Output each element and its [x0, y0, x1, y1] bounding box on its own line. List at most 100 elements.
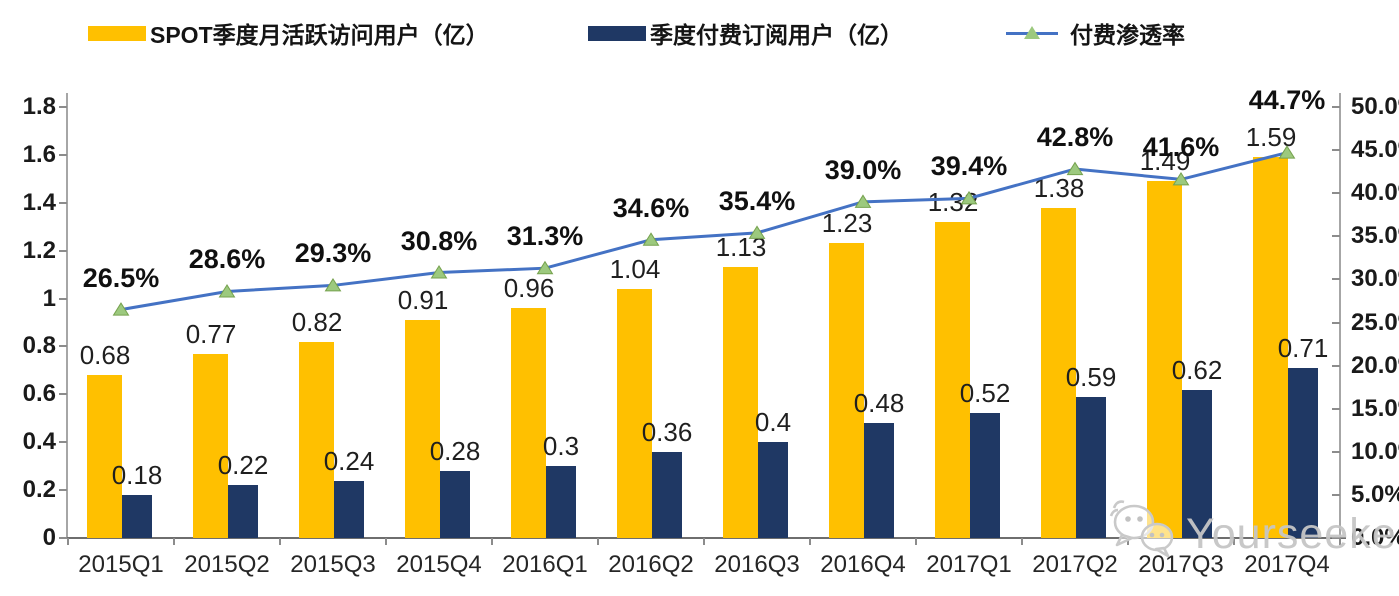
- penetration-value-label: 35.4%: [718, 185, 796, 216]
- bar-subscribers-value-label: 0.48: [853, 388, 905, 419]
- x-axis-tick: [67, 538, 69, 545]
- penetration-value-label: 28.6%: [188, 244, 266, 275]
- bar-mau-value-label: 0.77: [185, 318, 237, 349]
- y-axis-right-label: 35.0%: [1351, 222, 1399, 250]
- bar-subscribers-value-label: 0.52: [959, 378, 1011, 409]
- y-axis-right-tick: [1332, 106, 1340, 108]
- legend-item-subscribers: 季度付费订阅用户（亿）: [588, 16, 903, 50]
- x-axis-tick: [597, 538, 599, 545]
- triangle-marker-icon: [218, 284, 236, 298]
- y-axis-left-tick: [59, 153, 67, 156]
- y-axis-left-label: 1.8: [22, 93, 56, 120]
- y-axis-right-tick: [1332, 450, 1340, 453]
- bar-subscribers-value-label: 0.18: [111, 459, 163, 490]
- triangle-marker-icon: [536, 260, 554, 275]
- legend-label-penetration: 付费渗透率: [1070, 22, 1185, 48]
- bar-mau: [1147, 181, 1182, 538]
- y-axis-right-tick: [1332, 407, 1340, 410]
- y-axis-left-label: 0.8: [22, 332, 56, 360]
- bar-subscribers-value-label: 0.36: [641, 416, 693, 447]
- y-axis-right-label: 15.0%: [1351, 394, 1399, 422]
- y-axis-right-tick: [1332, 537, 1340, 539]
- bar-subscribers-value-label: 0.22: [217, 450, 269, 481]
- penetration-value-label: 41.6%: [1142, 132, 1220, 163]
- bar-mau: [617, 288, 652, 538]
- y-axis-right-tick: [1332, 235, 1340, 238]
- bar-subscribers-value-label: 0.71: [1277, 332, 1329, 363]
- y-axis-right-label: 0.0%: [1351, 524, 1399, 551]
- bar-mau: [87, 375, 122, 538]
- y-axis-left-label: 0.6: [22, 380, 56, 408]
- triangle-marker-icon: [748, 225, 766, 239]
- bar-subscribers-value-label: 0.24: [323, 445, 375, 476]
- bar-mau-value-label: 0.68: [79, 340, 131, 371]
- x-axis-tick: [385, 538, 387, 545]
- bar-mau-value-label: 1.49: [1139, 146, 1191, 177]
- triangle-marker-icon: [960, 190, 978, 205]
- penetration-value-label: 29.3%: [294, 238, 372, 269]
- y-axis-right-line: [1339, 93, 1341, 538]
- bar-mau: [723, 267, 758, 538]
- x-axis-tick: [279, 538, 281, 545]
- x-axis-tick: [1233, 538, 1235, 545]
- triangle-marker-icon: [642, 232, 660, 246]
- legend-triangle-marker-icon: [1024, 26, 1040, 39]
- legend-item-mau: SPOT季度月活跃访问用户（亿）: [88, 16, 489, 50]
- y-axis-right-tick: [1332, 149, 1340, 152]
- y-axis-right-tick: [1332, 192, 1340, 195]
- y-axis-right-tick: [1332, 321, 1340, 324]
- y-axis-left-tick: [59, 345, 67, 348]
- penetration-value-label: 30.8%: [400, 225, 478, 256]
- triangle-marker-icon: [430, 265, 448, 279]
- legend-swatch-penetration: [1006, 24, 1058, 42]
- penetration-value-label: 34.6%: [612, 192, 690, 223]
- x-axis-tick: [703, 538, 705, 545]
- legend-label-subscribers: 季度付费订阅用户（亿）: [650, 22, 903, 48]
- y-axis-right-tick: [1332, 493, 1340, 496]
- y-axis-left-tick: [59, 249, 67, 252]
- bar-mau: [511, 308, 546, 538]
- y-axis-right-tick: [1332, 278, 1340, 281]
- bar-subscribers: [1182, 389, 1212, 538]
- y-axis-left-line: [66, 93, 68, 538]
- bar-subscribers-value-label: 0.4: [754, 407, 792, 438]
- penetration-value-label: 39.4%: [930, 151, 1008, 182]
- bar-mau: [1253, 157, 1288, 538]
- y-axis-left-tick: [59, 201, 67, 204]
- y-axis-right-label: 45.0%: [1351, 136, 1399, 164]
- penetration-value-label: 39.0%: [824, 154, 902, 185]
- y-axis-right-label: 25.0%: [1351, 308, 1399, 336]
- bar-subscribers-value-label: 0.28: [429, 435, 481, 466]
- x-axis-tick: [915, 538, 917, 545]
- x-axis-category-label: 2015Q2: [184, 551, 270, 578]
- triangle-marker-icon: [854, 194, 872, 208]
- bar-mau-value-label: 0.96: [503, 273, 555, 304]
- bar-subscribers: [1288, 367, 1318, 538]
- bar-mau: [299, 341, 334, 538]
- y-axis-left-label: 0: [42, 524, 56, 551]
- bar-mau-value-label: 0.82: [291, 306, 343, 337]
- y-axis-right-label: 10.0%: [1351, 437, 1399, 465]
- y-axis-left-label: 1: [42, 284, 56, 312]
- legend-item-penetration: 付费渗透率: [1006, 16, 1185, 50]
- bar-mau: [1041, 207, 1076, 538]
- y-axis-left-label: 1.4: [22, 188, 56, 216]
- x-axis-category-label: 2017Q2: [1032, 551, 1118, 578]
- y-axis-right-label: 30.0%: [1351, 265, 1399, 293]
- bar-subscribers-value-label: 0.59: [1065, 361, 1117, 392]
- bar-mau-value-label: 0.91: [397, 285, 449, 316]
- triangle-marker-icon: [324, 277, 342, 292]
- y-axis-left-label: 1.2: [22, 236, 56, 264]
- y-axis-left-label: 1.6: [22, 140, 56, 168]
- bar-subscribers: [334, 480, 364, 538]
- y-axis-left-label: 0.2: [22, 476, 56, 504]
- y-axis-right-label: 40.0%: [1351, 179, 1399, 207]
- legend-swatch-subscribers: [588, 25, 646, 41]
- bar-subscribers-value-label: 0.3: [542, 431, 580, 462]
- bar-subscribers: [122, 494, 152, 538]
- penetration-value-label: 31.3%: [506, 221, 584, 252]
- y-axis-left-tick: [59, 489, 67, 492]
- triangle-marker-icon: [1278, 145, 1296, 159]
